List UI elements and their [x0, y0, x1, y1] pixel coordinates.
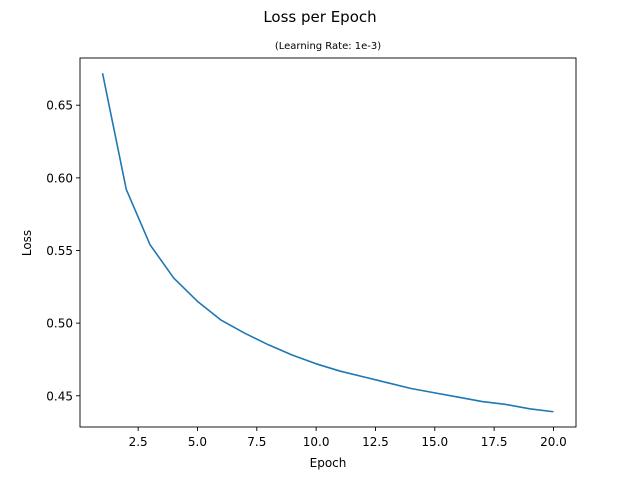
chart-subtitle: (Learning Rate: 1e-3): [275, 41, 381, 52]
y-tick-label: 0.55: [46, 244, 73, 258]
y-axis-label: Loss: [20, 230, 34, 256]
x-tick-label: 20.0: [540, 435, 567, 449]
y-tick-label: 0.60: [46, 171, 73, 185]
x-tick-label: 10.0: [303, 435, 330, 449]
plot-frame: [79, 57, 577, 428]
axis-ticks: 2.5 5.0 7.5 10.0 12.5 15.0 17.5 20.0 0.45 0.50 0.5…: [46, 99, 567, 449]
y-tick-label: 0.45: [46, 389, 73, 403]
loss-series-line: [101, 73, 554, 413]
x-tick-label: 5.0: [188, 435, 207, 449]
x-tick-label: 12.5: [362, 435, 389, 449]
x-tick-label: 17.5: [481, 435, 508, 449]
x-tick-label: 7.5: [247, 435, 266, 449]
y-tick-label: 0.65: [46, 99, 73, 113]
y-tick-label: 0.50: [46, 317, 73, 331]
x-tick-label: 2.5: [129, 435, 148, 449]
chart-title: Loss per Epoch: [263, 8, 376, 26]
x-tick-label: 15.0: [421, 435, 448, 449]
x-axis-label: Epoch: [310, 456, 347, 470]
